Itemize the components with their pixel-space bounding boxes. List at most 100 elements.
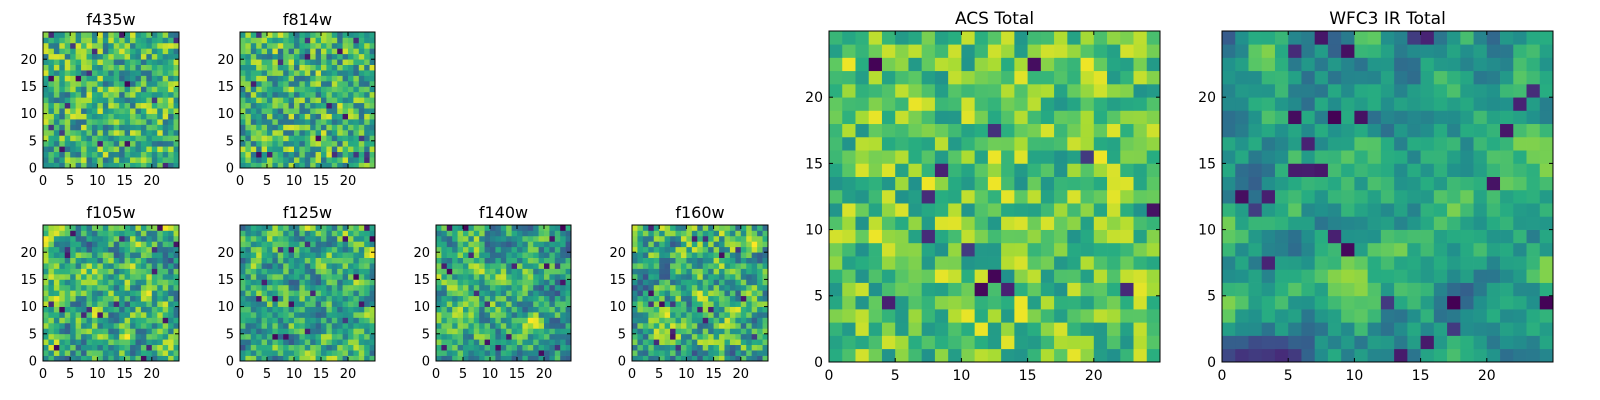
heatmap-cell bbox=[533, 225, 539, 231]
heatmap-cell bbox=[702, 263, 709, 269]
heatmap-cell bbox=[468, 235, 475, 242]
heatmap-cell bbox=[146, 312, 153, 318]
heatmap-cell bbox=[310, 86, 316, 93]
heatmap-cell bbox=[533, 328, 539, 335]
heatmap-cell bbox=[632, 301, 638, 307]
heatmap-cell bbox=[554, 312, 561, 318]
heatmap-cell bbox=[500, 301, 507, 307]
heatmap-cell bbox=[522, 252, 529, 258]
heatmap-cell bbox=[1407, 269, 1421, 283]
heatmap-cell bbox=[1367, 189, 1382, 204]
heatmap-cell bbox=[441, 339, 448, 346]
heatmap-cell bbox=[1274, 335, 1289, 350]
heatmap-cell bbox=[1473, 229, 1488, 244]
heatmap-cell bbox=[675, 235, 682, 242]
heatmap-cell bbox=[517, 241, 523, 248]
heatmap-cell bbox=[283, 344, 289, 351]
heatmap-cell bbox=[353, 225, 360, 231]
heatmap-cell bbox=[697, 230, 704, 237]
heatmap-cell bbox=[680, 252, 687, 258]
heatmap-cell bbox=[48, 129, 55, 136]
heatmap-cell bbox=[261, 312, 268, 318]
heatmap-cell bbox=[653, 225, 660, 231]
heatmap-cell bbox=[1067, 70, 1081, 85]
heatmap-cell bbox=[457, 312, 464, 318]
heatmap-cell bbox=[245, 252, 252, 258]
heatmap-cell bbox=[43, 129, 49, 136]
heatmap-cell bbox=[1133, 203, 1148, 217]
heatmap-cell bbox=[554, 273, 561, 280]
heatmap-cell bbox=[708, 246, 714, 253]
heatmap-cell bbox=[261, 268, 268, 275]
heatmap-cell bbox=[1261, 229, 1276, 244]
heatmap-cell bbox=[632, 273, 638, 280]
heatmap-cell bbox=[729, 268, 736, 275]
heatmap-cell bbox=[987, 44, 1002, 58]
heatmap-cell bbox=[1107, 163, 1121, 177]
heatmap-cell bbox=[283, 80, 289, 87]
heatmap-cell bbox=[855, 282, 870, 297]
heatmap-cell bbox=[267, 64, 273, 71]
heatmap-cell bbox=[446, 241, 453, 248]
heatmap-cell bbox=[108, 151, 115, 158]
heatmap-cell bbox=[250, 306, 257, 313]
heatmap-cell bbox=[119, 333, 125, 340]
heatmap-cell bbox=[1222, 176, 1236, 191]
heatmap-cell bbox=[113, 59, 120, 65]
heatmap-cell bbox=[1093, 322, 1108, 336]
heatmap-cell bbox=[294, 225, 300, 231]
heatmap-cell bbox=[299, 162, 306, 169]
heatmap-cell bbox=[632, 355, 638, 362]
heatmap-cell bbox=[1301, 256, 1316, 270]
heatmap-cell bbox=[342, 284, 349, 291]
heatmap-cell bbox=[124, 312, 131, 318]
heatmap-cell bbox=[987, 242, 1002, 257]
heatmap-cell bbox=[267, 328, 273, 335]
heatmap-cell bbox=[75, 70, 82, 76]
heatmap-cell bbox=[1054, 322, 1068, 336]
heatmap-cell bbox=[304, 70, 311, 76]
heatmap-cell bbox=[746, 355, 753, 362]
heatmap-cell bbox=[895, 322, 909, 336]
heatmap-cell bbox=[326, 230, 333, 237]
heatmap-cell bbox=[1235, 229, 1249, 244]
heatmap-cell bbox=[468, 339, 475, 346]
heatmap-cell bbox=[675, 312, 682, 318]
heatmap-cell bbox=[490, 312, 496, 318]
heatmap-cell bbox=[708, 317, 714, 324]
heatmap-cell bbox=[974, 348, 989, 363]
heatmap-cell bbox=[855, 57, 870, 72]
heatmap-cell bbox=[1513, 216, 1527, 230]
heatmap-cell bbox=[64, 124, 71, 131]
heatmap-cell bbox=[261, 59, 268, 65]
heatmap-cell bbox=[500, 235, 507, 242]
heatmap-cell bbox=[135, 97, 142, 104]
heatmap-cell bbox=[108, 263, 115, 269]
heatmap-cell bbox=[75, 241, 82, 248]
heatmap-cell bbox=[648, 290, 655, 297]
heatmap-cell bbox=[511, 317, 518, 324]
heatmap-cell bbox=[729, 333, 736, 340]
heatmap-cell bbox=[102, 151, 109, 158]
heatmap-cell bbox=[565, 263, 572, 269]
heatmap-cell bbox=[272, 246, 279, 253]
heatmap-cell bbox=[358, 129, 365, 136]
heatmap-cell bbox=[86, 355, 93, 362]
heatmap-cell bbox=[91, 75, 98, 82]
heatmap-cell bbox=[245, 279, 252, 286]
heatmap-cell bbox=[511, 284, 518, 291]
axes-frame bbox=[828, 30, 1161, 363]
heatmap-cell bbox=[751, 306, 758, 313]
heatmap-cell bbox=[353, 252, 360, 258]
heatmap-cell bbox=[162, 355, 169, 362]
heatmap-cell bbox=[261, 225, 268, 231]
heatmap-cell bbox=[135, 59, 142, 65]
heatmap-cell bbox=[113, 97, 120, 104]
heatmap-cell bbox=[457, 339, 464, 346]
heatmap-cell bbox=[64, 246, 71, 253]
y-tick-label: 20 bbox=[20, 53, 37, 68]
heatmap-cell bbox=[829, 57, 843, 72]
heatmap-cell bbox=[1040, 309, 1055, 323]
heatmap-cell bbox=[43, 162, 49, 169]
